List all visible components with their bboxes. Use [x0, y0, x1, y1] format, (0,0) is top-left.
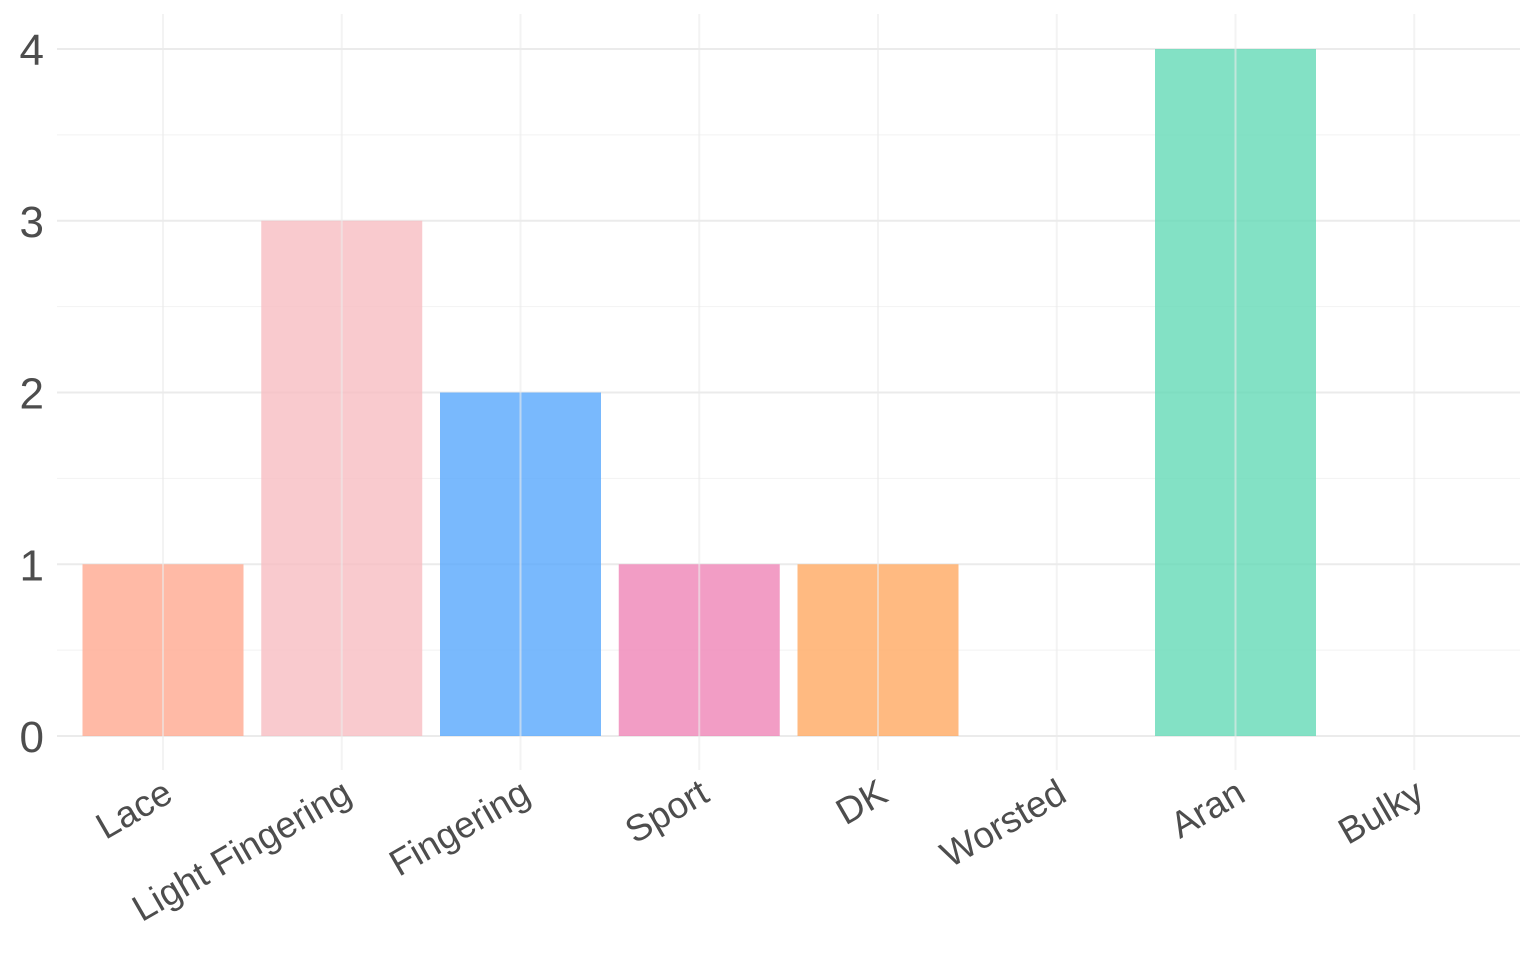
y-tick-label: 4 [20, 26, 44, 75]
x-tick-label: Sport [618, 771, 716, 851]
x-tick-label: Bulky [1331, 771, 1430, 852]
y-tick-label: 1 [20, 541, 44, 590]
x-tick-label: Fingering [382, 771, 536, 884]
x-tick-label: Lace [89, 771, 179, 847]
bars [82, 14, 1416, 770]
x-tick-label: Aran [1163, 771, 1251, 846]
x-tick-label: DK [829, 771, 894, 832]
y-tick-label: 3 [20, 198, 44, 247]
y-axis-tick-labels: 0 1 2 3 4 [20, 26, 44, 762]
y-tick-label: 0 [20, 713, 44, 762]
y-tick-label: 2 [20, 370, 44, 419]
x-tick-label: Worsted [934, 771, 1073, 875]
